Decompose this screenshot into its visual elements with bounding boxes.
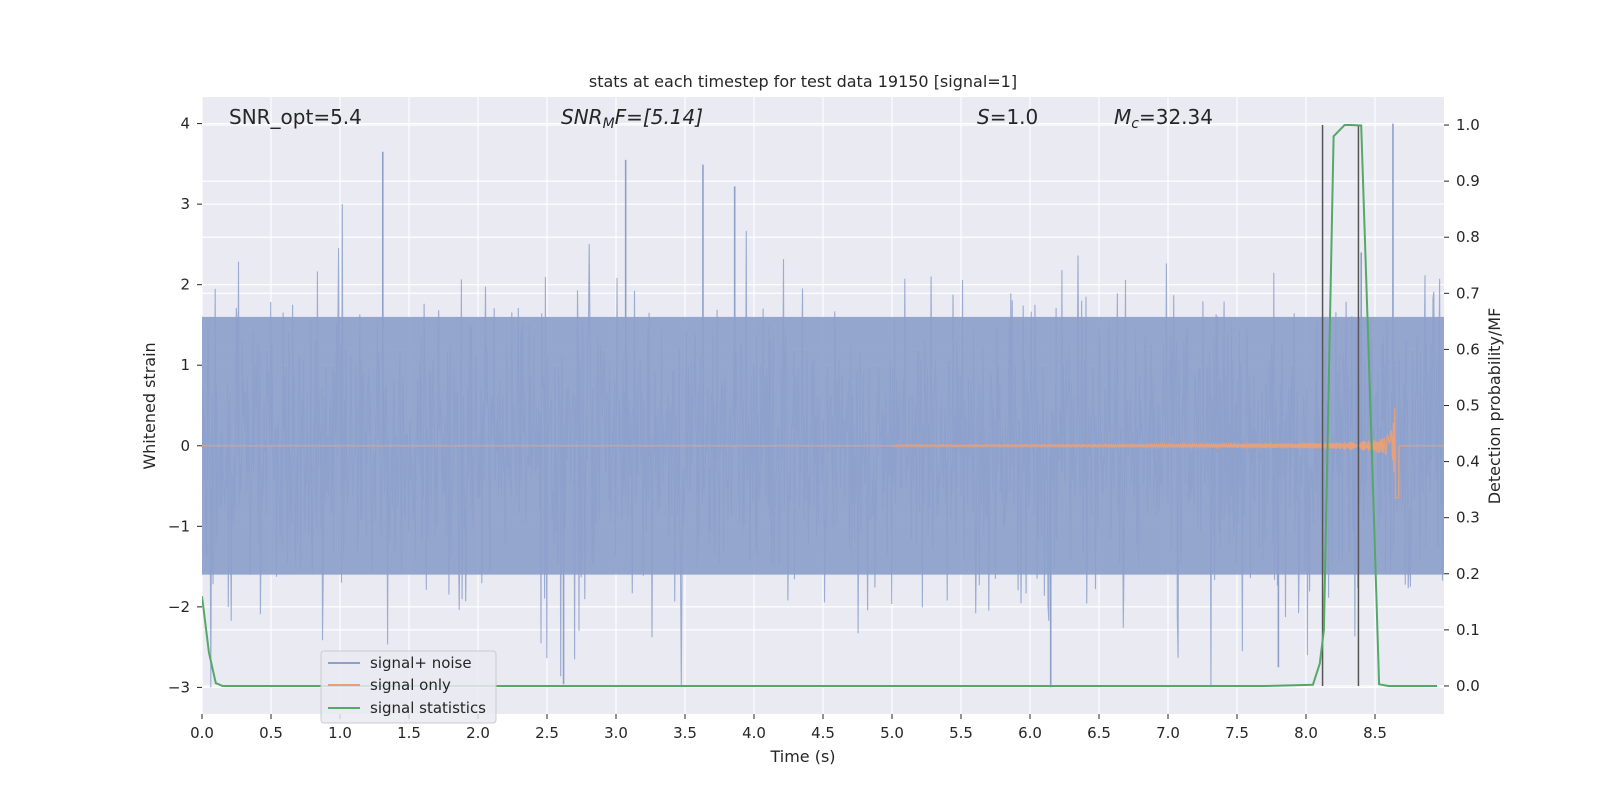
x-tick-label: 8.0	[1294, 724, 1318, 742]
x-axis: 0.0 0.5 1.0 1.5 2.0 2.5 3.0 3.5 4.0 4.5 5.0 5.5 6.0 6…	[190, 714, 1387, 742]
y-left-tick-label: −3	[168, 678, 190, 696]
x-tick-label: 0.5	[259, 724, 283, 742]
legend-label-signal-only: signal only	[370, 676, 451, 694]
x-tick-label: 2.5	[535, 724, 559, 742]
y-right-tick-label: 0.3	[1456, 509, 1480, 527]
chart-title: stats at each timestep for test data 191…	[589, 72, 1017, 91]
annotation-s-main: S	[977, 105, 990, 129]
x-tick-label: 5.5	[949, 724, 973, 742]
x-tick-label: 6.0	[1018, 724, 1042, 742]
x-axis-label: Time (s)	[769, 747, 835, 766]
y-left-tick-label: −2	[168, 598, 190, 616]
y-right-tick-label: 1.0	[1456, 116, 1480, 134]
x-tick-label: 7.0	[1156, 724, 1180, 742]
y-left-tick-label: −1	[168, 517, 190, 535]
y-axis-right: 1.0 0.9 0.8 0.7 0.6 0.5 0.4 0.3 0.2 0.1 0.0	[1444, 116, 1480, 695]
y-right-tick-label: 0.4	[1456, 453, 1480, 471]
x-tick-label: 4.0	[742, 724, 766, 742]
legend: signal+ noise signal only signal statist…	[320, 650, 497, 724]
y-right-tick-label: 0.9	[1456, 172, 1480, 190]
series-signal-statistics-line	[202, 124, 1438, 687]
annotation-mc-main: M	[1114, 105, 1131, 129]
x-tick-label: 7.5	[1225, 724, 1249, 742]
y-left-tick-label: 2	[180, 276, 190, 294]
x-tick-label: 1.5	[397, 724, 421, 742]
legend-label-signal-noise: signal+ noise	[370, 654, 472, 672]
annotation-snr-opt: SNR_opt=5.4	[229, 105, 362, 129]
legend-label-signal-statistics: signal statistics	[370, 699, 486, 717]
y-right-tick-label: 0.8	[1456, 228, 1480, 246]
plot-marks	[202, 123, 1444, 688]
y-left-tick-label: 0	[180, 437, 190, 455]
y-right-tick-label: 0.2	[1456, 565, 1480, 583]
y-left-tick-label: 4	[180, 115, 190, 133]
annotation-s-rest: =1.0	[990, 105, 1039, 129]
x-tick-label: 2.0	[466, 724, 490, 742]
y-axis-left-label: Whitened strain	[140, 342, 159, 469]
y-right-tick-label: 0.0	[1456, 677, 1480, 695]
annotation-snr-mf-main: SNR	[561, 105, 603, 129]
y-right-tick-label: 0.6	[1456, 340, 1480, 358]
annotation-snr-mf: SNRMF=[5.14]	[561, 105, 703, 132]
annotation-mc-rest: =32.34	[1139, 105, 1213, 129]
x-tick-label: 8.5	[1363, 724, 1387, 742]
annotation-s: S=1.0	[977, 105, 1038, 129]
x-tick-label: 3.5	[673, 724, 697, 742]
legend-box	[320, 650, 497, 724]
annotation-snr-mf-sub: M	[603, 116, 615, 132]
y-axis-left: 4 3 2 1 0 −1 −2 −3	[168, 115, 202, 696]
plot-area	[201, 97, 1444, 714]
y-right-tick-label: 0.7	[1456, 284, 1480, 302]
x-tick-label: 1.0	[328, 724, 352, 742]
y-axis-right-label: Detection probability/MF	[1485, 308, 1504, 505]
x-tick-label: 6.5	[1087, 724, 1111, 742]
y-right-tick-label: 0.5	[1456, 397, 1480, 415]
x-tick-label: 3.0	[604, 724, 628, 742]
annotation-mc: Mc=32.34	[1114, 105, 1213, 132]
x-tick-label: 4.5	[811, 724, 835, 742]
series-signal-only-line	[202, 407, 1444, 499]
x-tick-label: 0.0	[190, 724, 214, 742]
y-left-tick-label: 1	[180, 356, 190, 374]
x-tick-label: 5.0	[880, 724, 904, 742]
y-right-tick-label: 0.1	[1456, 621, 1480, 639]
annotation-mc-sub: c	[1131, 116, 1139, 132]
y-left-tick-label: 3	[180, 195, 190, 213]
annotation-snr-mf-rest: F=[5.14]	[615, 105, 703, 129]
